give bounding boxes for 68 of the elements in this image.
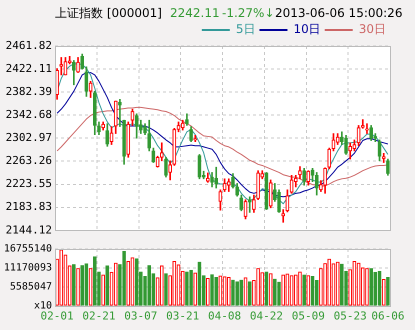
candlestick: [118, 98, 122, 127]
candlestick: [189, 126, 193, 142]
candlestick: [114, 100, 118, 134]
x-tick-label: 05-23: [334, 309, 367, 322]
candlestick: [277, 190, 281, 213]
candlestick: [264, 172, 268, 210]
candlestick: [323, 167, 327, 194]
candlestick: [352, 140, 356, 152]
candlestick: [386, 158, 390, 176]
candlestick: [256, 170, 260, 200]
candlestick: [134, 113, 138, 139]
text: 2242.11: [170, 5, 220, 21]
text: -1.27%↓: [222, 5, 275, 21]
candlestick: [298, 166, 302, 180]
candlestick: [268, 180, 272, 208]
y-tick-label: 2144.12: [6, 223, 52, 236]
y-tick-label: 11170093: [4, 262, 52, 274]
candlestick: [222, 178, 226, 192]
y-tick-label: 2302.97: [6, 131, 52, 144]
candlestick: [344, 134, 348, 155]
x-tick-label: 04-08: [208, 309, 242, 322]
x-tick-label: 06-06: [371, 309, 404, 322]
candlestick: [348, 142, 352, 160]
candlestick: [240, 194, 244, 212]
x-tick-label: 03-21: [166, 309, 200, 322]
candlestick: [106, 123, 110, 147]
candlestick: [92, 90, 97, 136]
candlestick: [314, 172, 319, 196]
y-tick-label: 2382.39: [6, 84, 52, 98]
candlestick: [378, 140, 382, 162]
candlestick: [290, 175, 294, 194]
x-tick-label: 02-21: [82, 309, 116, 322]
x-tick-label: 04-22: [250, 309, 284, 322]
candlestick: [198, 154, 202, 180]
y-tick-label: 2263.26: [6, 154, 52, 168]
x-tick-label: 05-09: [292, 309, 325, 322]
y-tick-label: 2422.11: [6, 62, 52, 75]
candlestick: [206, 172, 210, 183]
candlestick: [76, 57, 80, 73]
candlestick: [168, 160, 172, 180]
candlestick: [302, 168, 306, 186]
candlestick: [88, 80, 92, 98]
candlestick: [122, 120, 126, 165]
candlestick: [214, 166, 218, 188]
text: 2013-06-06 15:00:26: [275, 5, 402, 21]
legend-label: 30日: [358, 22, 386, 36]
candlestick: [210, 172, 214, 188]
candlestick: [306, 170, 310, 186]
y-tick-label: 5585047: [10, 281, 52, 292]
x-tick-label: 03-07: [124, 309, 158, 322]
candlestick: [156, 156, 160, 168]
legend-label: 10日: [293, 22, 321, 36]
y-tick-label: x10: [34, 300, 52, 312]
legend-label: 5日: [236, 22, 256, 36]
candlestick: [369, 125, 373, 141]
candlestick: [365, 123, 369, 134]
candlestick: [164, 157, 168, 178]
x-tick-label: 02-01: [40, 309, 74, 322]
y-tick-label: 2183.83: [6, 200, 52, 214]
y-tick-label: 2461.82: [6, 38, 52, 52]
chart-title: 上证指数 [000001]: [55, 5, 162, 21]
y-tick-label: 16755140: [4, 244, 52, 255]
candlestick: [139, 120, 143, 134]
candlestick: [64, 57, 68, 76]
candlestick: [110, 126, 114, 145]
y-tick-label: 2342.68: [6, 108, 52, 122]
candlestick: [244, 199, 248, 220]
y-tick-label: 2223.55: [6, 177, 52, 190]
